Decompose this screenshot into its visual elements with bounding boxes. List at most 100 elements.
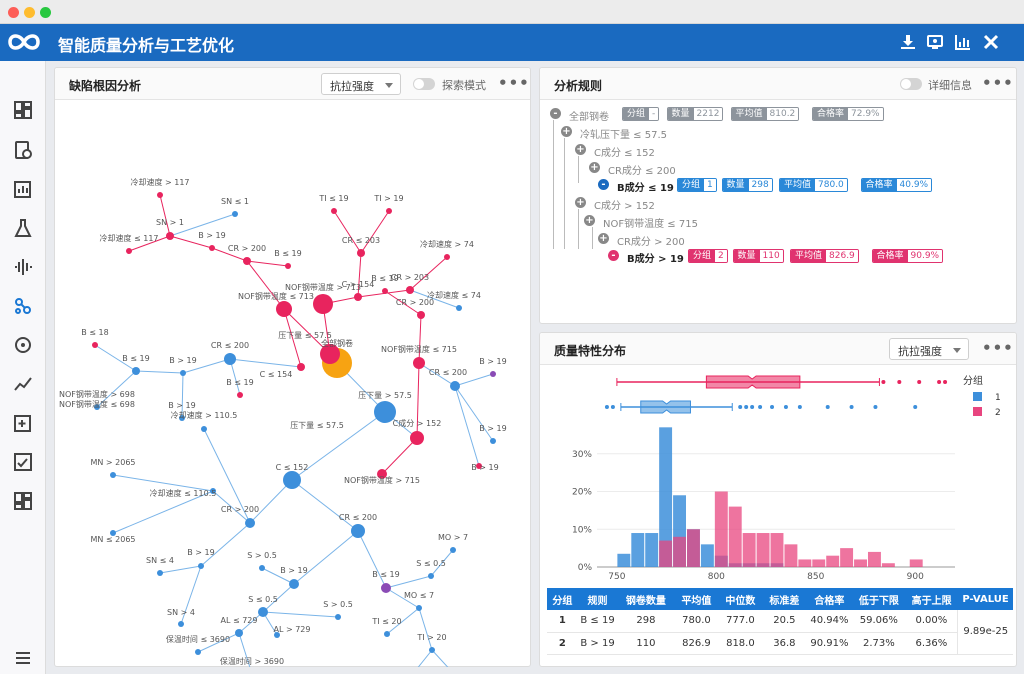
sparkle-box-icon[interactable] <box>12 412 34 434</box>
graph-node[interactable] <box>94 404 100 410</box>
graph-node[interactable] <box>198 563 204 569</box>
rule-row[interactable]: - B成分 > 19 分组 2 数量 110 平均值 826.9 合格率 90.9% <box>540 249 1008 265</box>
rule-row[interactable]: + CR成分 > 200 <box>540 232 1008 248</box>
graph-node[interactable] <box>374 401 396 423</box>
collapse-icon[interactable]: - <box>608 250 619 261</box>
graph-node[interactable] <box>180 370 186 376</box>
trend-icon[interactable] <box>12 373 34 395</box>
more-options-icon[interactable]: ••• <box>982 339 1014 357</box>
rule-row[interactable]: - 全部钢卷 分组 - 数量 2212 平均值 810.2 合格率 72.9% <box>540 107 1008 123</box>
graph-node[interactable] <box>428 573 434 579</box>
expand-icon[interactable]: + <box>589 162 600 173</box>
window-minimize-button[interactable] <box>24 7 35 18</box>
graph-node[interactable] <box>178 621 184 627</box>
expand-icon[interactable]: + <box>561 126 572 137</box>
bar-chart-icon[interactable] <box>954 33 972 51</box>
metric-select[interactable]: 抗拉强度 <box>321 73 401 95</box>
explore-mode-toggle[interactable] <box>413 78 435 90</box>
rule-row[interactable]: + NOF钢带温度 ≤ 715 <box>540 214 1008 230</box>
graph-node[interactable] <box>243 257 251 265</box>
graph-node[interactable] <box>283 471 301 489</box>
expand-icon[interactable]: + <box>584 215 595 226</box>
collapse-icon[interactable]: - <box>550 108 561 119</box>
graph-node[interactable] <box>410 431 424 445</box>
table-header-cell[interactable]: 中位数 <box>718 588 763 610</box>
graph-node[interactable] <box>357 249 365 257</box>
flask-icon[interactable] <box>12 217 34 239</box>
tools-icon[interactable] <box>982 33 1000 51</box>
graph-node[interactable] <box>259 565 265 571</box>
expand-icon[interactable]: + <box>575 144 586 155</box>
graph-node[interactable] <box>331 208 337 214</box>
waveform-icon[interactable] <box>12 256 34 278</box>
rule-row[interactable]: - B成分 ≤ 19 分组 1 数量 298 平均值 780.0 合格率 40.9% <box>540 178 1008 194</box>
table-header-cell[interactable]: 高于上限 <box>905 588 958 610</box>
graph-node[interactable] <box>320 344 340 364</box>
graph-node[interactable] <box>92 342 98 348</box>
window-close-button[interactable] <box>8 7 19 18</box>
graph-node[interactable] <box>224 353 236 365</box>
cycle-icon[interactable] <box>12 334 34 356</box>
graph-node[interactable] <box>490 371 496 377</box>
more-options-icon[interactable]: ••• <box>982 74 1014 92</box>
graph-node[interactable] <box>235 629 243 637</box>
more-options-icon[interactable]: ••• <box>498 74 530 92</box>
menu-icon[interactable] <box>12 647 34 669</box>
graph-node[interactable] <box>179 415 185 421</box>
graph-node[interactable] <box>444 254 450 260</box>
graph-node[interactable] <box>351 524 365 538</box>
graph-node[interactable] <box>157 192 163 198</box>
rule-row[interactable]: + C成分 ≤ 152 <box>540 143 1008 159</box>
rule-row[interactable]: + 冷轧压下量 ≤ 57.5 <box>540 125 1008 141</box>
graph-node[interactable] <box>245 518 255 528</box>
graph-node[interactable] <box>406 286 414 294</box>
graph-node[interactable] <box>289 579 299 589</box>
graph-node[interactable] <box>476 463 482 469</box>
graph-node[interactable] <box>274 632 280 638</box>
table-header-cell[interactable]: 合格率 <box>806 588 853 610</box>
graph-node[interactable] <box>232 211 238 217</box>
graph-node[interactable] <box>157 570 163 576</box>
expand-icon[interactable]: + <box>575 197 586 208</box>
table-header-cell[interactable]: 分组 <box>547 588 578 610</box>
graph-node[interactable] <box>110 530 116 536</box>
graph-node[interactable] <box>429 647 435 653</box>
graph-node[interactable] <box>335 614 341 620</box>
graph-node[interactable] <box>450 547 456 553</box>
graph-node[interactable] <box>382 288 388 294</box>
graph-node[interactable] <box>384 631 390 637</box>
graph-node[interactable] <box>195 649 201 655</box>
graph-node[interactable] <box>490 438 496 444</box>
graph-node[interactable] <box>456 305 462 311</box>
root-cause-icon[interactable] <box>12 295 34 317</box>
graph-node[interactable] <box>237 392 243 398</box>
expand-icon[interactable]: + <box>598 233 609 244</box>
graph-node[interactable] <box>209 245 215 251</box>
download-icon[interactable] <box>899 33 917 51</box>
table-header-cell[interactable]: 标准差 <box>762 588 807 610</box>
graph-node[interactable] <box>132 367 140 375</box>
graph-node[interactable] <box>297 363 305 371</box>
chart-add-icon[interactable] <box>12 178 34 200</box>
graph-node[interactable] <box>450 381 460 391</box>
graph-node[interactable] <box>416 605 422 611</box>
checklist-icon[interactable] <box>12 451 34 473</box>
graph-node[interactable] <box>377 469 387 479</box>
table-header-cell[interactable]: 规则 <box>577 588 618 610</box>
graph-node[interactable] <box>285 263 291 269</box>
graph-node[interactable] <box>417 311 425 319</box>
graph-node[interactable] <box>276 301 292 317</box>
graph-node[interactable] <box>110 472 116 478</box>
rule-row[interactable]: + CR成分 ≤ 200 <box>540 161 1008 177</box>
clipboard-clock-icon[interactable] <box>12 139 34 161</box>
detail-info-toggle[interactable] <box>900 78 922 90</box>
collapse-icon[interactable]: - <box>598 179 609 190</box>
grid-icon[interactable] <box>12 490 34 512</box>
graph-node[interactable] <box>201 426 207 432</box>
table-header-cell[interactable]: P-VALUE <box>957 588 1013 610</box>
distribution-metric-select[interactable]: 抗拉强度 <box>889 338 969 360</box>
graph-node[interactable] <box>381 583 391 593</box>
graph-node[interactable] <box>386 208 392 214</box>
